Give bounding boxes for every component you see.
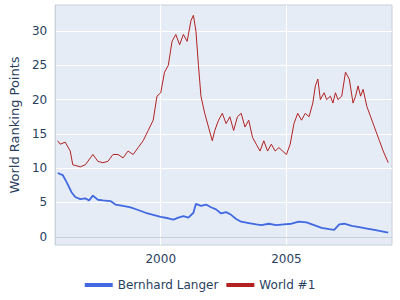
svg-text:25: 25 <box>32 58 47 72</box>
svg-text:20: 20 <box>32 93 47 107</box>
svg-text:0: 0 <box>40 230 48 244</box>
svg-text:World #1: World #1 <box>259 278 315 292</box>
svg-text:2005: 2005 <box>271 252 302 266</box>
svg-text:15: 15 <box>32 127 47 141</box>
svg-text:Bernhard Langer: Bernhard Langer <box>118 278 219 292</box>
svg-text:2000: 2000 <box>145 252 176 266</box>
svg-text:5: 5 <box>40 195 48 209</box>
svg-text:10: 10 <box>32 161 47 175</box>
svg-text:World Ranking Points: World Ranking Points <box>7 56 22 193</box>
svg-text:30: 30 <box>32 24 47 38</box>
